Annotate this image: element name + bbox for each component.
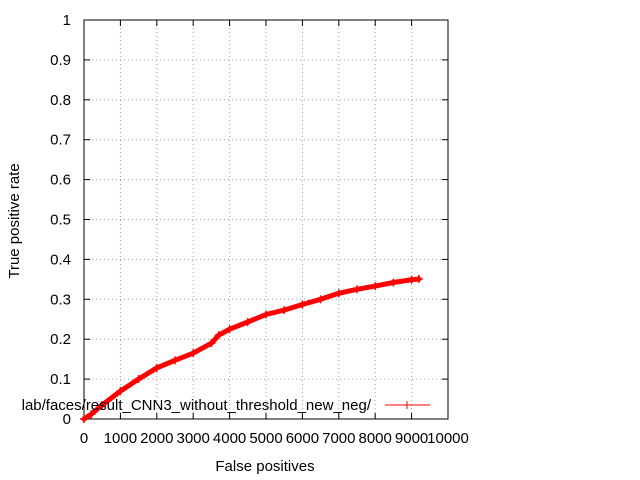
series-layer xyxy=(80,274,423,423)
series-point xyxy=(262,310,270,319)
y-tick-label: 0.8 xyxy=(50,92,71,109)
series-point xyxy=(371,282,380,291)
x-axis-label: False positives xyxy=(215,458,314,475)
grid-lines xyxy=(84,20,448,419)
series-point xyxy=(80,415,88,423)
plot-frame xyxy=(83,19,449,420)
plot-border xyxy=(83,19,449,420)
y-tick-label: 0.3 xyxy=(50,291,71,308)
legend: lab/faces/result_CNN3_without_threshold_… xyxy=(22,397,430,414)
x-tick-label: 3000 xyxy=(177,430,210,447)
legend-series-label: lab/faces/result_CNN3_without_threshold_… xyxy=(22,397,372,414)
series-point xyxy=(214,331,223,340)
y-tick-label: 0 xyxy=(63,411,71,428)
x-tick-label: 1000 xyxy=(104,430,137,447)
x-tick-label: 5000 xyxy=(249,430,282,447)
x-tick-label: 9000 xyxy=(395,430,428,447)
x-tick-label: 4000 xyxy=(213,430,246,447)
x-tick-label: 8000 xyxy=(359,430,392,447)
series-point xyxy=(171,356,179,365)
series-point xyxy=(414,274,423,283)
x-axis-ticks: 0 1000 2000 3000 4000 5000 6000 7000 8000 9000100… xyxy=(80,20,469,447)
x-tick-label: 10000 xyxy=(427,430,469,447)
series-point xyxy=(225,325,234,334)
series-point xyxy=(116,387,125,396)
y-tick-label: 0.2 xyxy=(50,331,71,348)
series-point xyxy=(280,306,289,315)
series-point xyxy=(298,300,307,309)
y-tick-label: 0.9 xyxy=(50,52,71,69)
y-tick-label: 0.6 xyxy=(50,172,71,189)
series-line xyxy=(81,276,422,422)
y-axis-label: True positive rate xyxy=(6,163,23,278)
y-tick-label: 0.7 xyxy=(50,132,71,149)
y-tick-label: 1 xyxy=(63,12,71,29)
series-point xyxy=(389,278,398,287)
series-point xyxy=(87,410,96,419)
series-point xyxy=(316,295,325,304)
x-tick-label: 2000 xyxy=(140,430,173,447)
y-tick-label: 0.1 xyxy=(50,371,71,388)
series-point xyxy=(134,375,143,384)
series-point xyxy=(334,289,343,298)
series-point xyxy=(407,275,416,284)
series-point xyxy=(152,363,161,372)
x-tick-label: 0 xyxy=(80,430,88,447)
series-point xyxy=(98,401,107,410)
y-axis-ticks: 0 0.1 0.2 0.3 0.4 0.5 0.6 0.7 0.8 0.9 1 xyxy=(50,12,448,428)
x-tick-label: 7000 xyxy=(322,430,355,447)
series-point xyxy=(189,349,198,358)
y-tick-label: 0.4 xyxy=(50,251,71,268)
series-point xyxy=(353,285,361,294)
series-point xyxy=(207,339,216,348)
x-tick-label: 6000 xyxy=(286,430,319,447)
series-point xyxy=(243,318,252,327)
y-tick-label: 0.5 xyxy=(50,212,71,229)
